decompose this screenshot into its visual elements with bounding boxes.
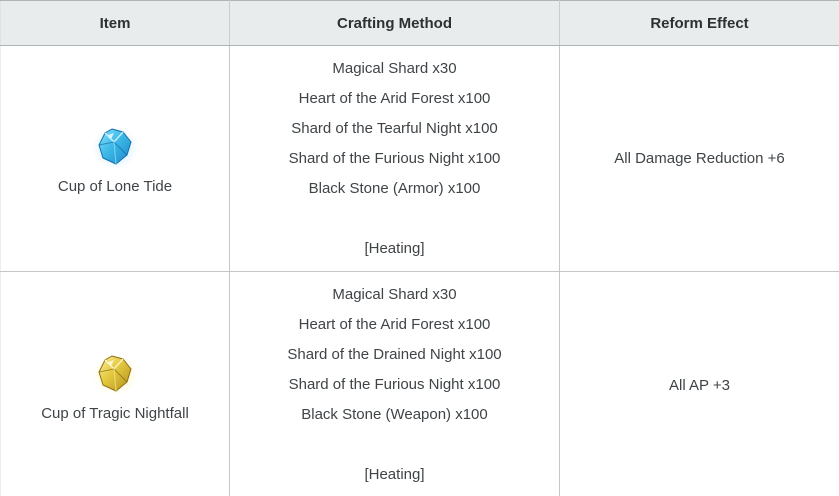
- crafting-line: Shard of the Drained Night x100: [287, 346, 502, 363]
- crafting-line: Heart of the Arid Forest x100: [298, 89, 491, 107]
- crafting-line: Black Stone (Weapon) x100: [301, 406, 488, 423]
- crafting-line: Heart of the Arid Forest x100: [298, 316, 491, 333]
- crafting-line-spacer: [230, 430, 559, 460]
- crafting-line: Magical Shard x30: [332, 59, 457, 77]
- crafting-line: Shard of the Furious Night x100: [288, 149, 501, 167]
- item-name: Cup of Lone Tide: [57, 178, 173, 195]
- crafting-method-cell: Magical Shard x30 Heart of the Arid Fore…: [229, 271, 560, 496]
- table-row: Cup of Tragic Nightfall Magical Shard x3…: [0, 271, 839, 496]
- crafting-line: [Heating]: [364, 239, 425, 257]
- item-cell: Cup of Lone Tide: [0, 45, 230, 272]
- reform-effect-cell: All Damage Reduction +6: [559, 45, 839, 272]
- crafting-line: Shard of the Furious Night x100: [288, 376, 501, 393]
- crafting-method-cell: Magical Shard x30 Heart of the Arid Fore…: [229, 45, 560, 272]
- crafting-line: Black Stone (Armor) x100: [308, 179, 481, 197]
- reform-effect-text: All AP +3: [668, 376, 731, 394]
- reform-effect-text: All Damage Reduction +6: [614, 150, 785, 167]
- header-item: Item: [0, 0, 230, 46]
- yellow-gem-icon: [92, 353, 138, 396]
- blue-gem-icon: [92, 127, 138, 169]
- header-crafting-method: Crafting Method: [229, 0, 560, 46]
- crafting-line: Magical Shard x30: [332, 286, 457, 303]
- item-cell: Cup of Tragic Nightfall: [0, 271, 230, 496]
- table-row: Cup of Lone Tide Magical Shard x30 Heart…: [0, 45, 839, 272]
- crafting-line: [Heating]: [364, 466, 425, 483]
- header-row: Item Crafting Method Reform Effect: [0, 0, 839, 46]
- header-reform-effect: Reform Effect: [559, 0, 839, 46]
- item-name: Cup of Tragic Nightfall: [41, 404, 189, 422]
- crafting-line: Shard of the Tearful Night x100: [291, 119, 498, 137]
- crafting-line-spacer: [230, 204, 559, 234]
- reform-effect-cell: All AP +3: [559, 271, 839, 496]
